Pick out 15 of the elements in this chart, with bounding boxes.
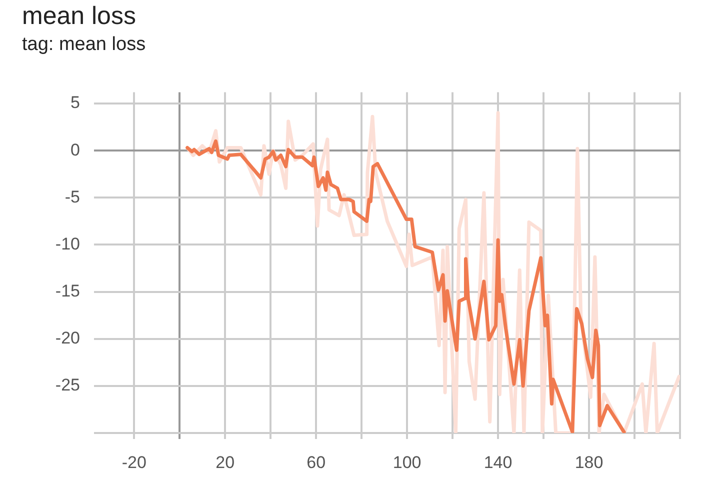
x-tick-label: 180 xyxy=(574,452,604,472)
chart-title: mean loss xyxy=(22,2,136,31)
y-tick-label: 5 xyxy=(70,93,80,112)
y-tick-label: -10 xyxy=(55,234,80,254)
x-tick-label: 20 xyxy=(216,452,235,472)
x-tick-label: 60 xyxy=(306,452,326,472)
y-tick-label: -15 xyxy=(55,281,80,300)
x-tick-label: 100 xyxy=(392,452,422,472)
y-tick-label: -5 xyxy=(64,187,80,206)
y-tick-label: 0 xyxy=(70,140,80,160)
y-tick-label: -20 xyxy=(55,328,80,348)
chart-subtitle: tag: mean loss xyxy=(22,34,146,56)
y-tick-label: -25 xyxy=(55,376,80,395)
x-tick-label: -20 xyxy=(122,452,146,472)
x-tick-label: 140 xyxy=(484,452,512,472)
